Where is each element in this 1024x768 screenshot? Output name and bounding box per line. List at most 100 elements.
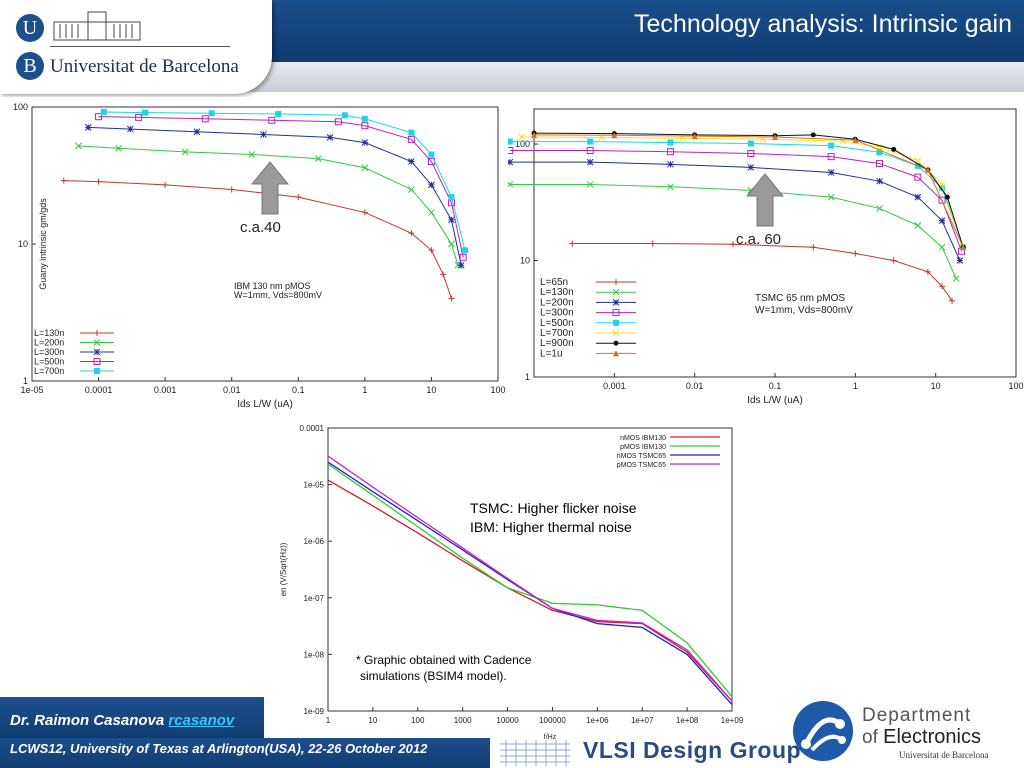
series-L=200n <box>75 142 462 269</box>
x-tick-label: 1e+08 <box>676 716 699 725</box>
data-point <box>361 122 369 130</box>
chart-tsmc-panel: 0.001 0.01 0.1 1 10 100 1 10 100 Ids L/W (uA) TSMC… <box>506 105 1024 420</box>
x-tick-label: 10 <box>931 381 941 391</box>
data-point <box>462 247 469 254</box>
data-point <box>938 217 946 225</box>
data-point <box>135 113 143 121</box>
data-point <box>876 205 883 212</box>
data-point <box>852 137 859 144</box>
data-point <box>428 247 435 254</box>
university-building-icon <box>53 11 141 41</box>
data-point <box>506 158 514 166</box>
x-tick-label: 1e+09 <box>721 716 744 725</box>
series-pMOS IBM130 <box>327 463 733 697</box>
legend-marker <box>94 330 100 336</box>
series-L=1u <box>531 131 967 251</box>
data-point <box>747 140 754 147</box>
legend-marker <box>93 358 101 365</box>
x-tick-label: 1 <box>362 385 367 395</box>
chart-noise: 1 10 100 1000 10000 100000 1e+06 1e+07 1e+08 1e+0… <box>279 424 744 741</box>
y-tick-label: 1 <box>525 372 530 382</box>
data-point <box>506 181 514 188</box>
data-point <box>95 113 103 121</box>
data-point <box>586 147 594 155</box>
data-point <box>939 283 946 290</box>
data-point <box>876 177 883 185</box>
data-point <box>810 132 816 138</box>
data-point <box>827 169 835 176</box>
chart-noise-panel: 1 10 100 1000 10000 100000 1e+06 1e+07 1e+08 1e+0… <box>274 420 744 741</box>
annotation-thermal: IBM: Higher thermal noise <box>470 519 632 535</box>
data-point <box>531 131 537 138</box>
data-point <box>649 240 656 247</box>
data-point <box>729 241 736 248</box>
legend-marker <box>613 319 619 326</box>
legend-label: L=1u <box>540 348 563 359</box>
y-axis-label: Guany intrinsic gm/gds <box>38 198 48 290</box>
department-line1: Department <box>862 705 972 726</box>
data-point <box>260 131 267 138</box>
chart-tsmc: 0.001 0.01 0.1 1 10 100 1 10 100 Ids L/W (uA) TSMC… <box>506 108 1024 406</box>
x-tick-label: 1e-05 <box>20 385 43 395</box>
data-point <box>162 181 169 188</box>
legend-label: L=130n <box>540 287 574 298</box>
data-point <box>611 132 618 139</box>
series-L=65n <box>569 240 956 304</box>
data-point <box>268 116 276 124</box>
slide-title: Technology analysis: Intrinsic gain <box>634 10 1012 38</box>
university-u-icon: U <box>16 14 44 42</box>
data-point <box>75 142 82 150</box>
data-point <box>924 166 931 173</box>
author-email-link[interactable]: rcasanov <box>168 712 235 729</box>
legend-marker <box>93 348 101 356</box>
y-tick-label: 10 <box>520 256 530 266</box>
chart-annotation: IBM 130 nm pMOS <box>234 281 311 291</box>
legend-marker <box>93 339 101 346</box>
data-point <box>914 222 922 229</box>
legend-label: L=700n <box>34 366 64 376</box>
data-point <box>891 146 897 152</box>
y-tick-label: 10 <box>18 239 28 249</box>
legend-label: L=500n <box>34 357 64 367</box>
x-tick-label: 1e+07 <box>631 716 654 725</box>
x-tick-label: 1 <box>326 716 331 725</box>
data-point <box>448 194 455 201</box>
legend-label: L=900n <box>540 338 574 349</box>
data-point <box>944 194 950 200</box>
chart-ibm-panel: 1e-05 0.0001 0.001 0.01 0.1 1 10 100 1 10 100 Ids L… <box>0 97 508 415</box>
data-point <box>428 151 435 158</box>
data-point <box>586 158 594 166</box>
data-point <box>100 108 107 115</box>
data-point <box>95 178 102 185</box>
arrow-up-ibm-icon <box>250 161 290 215</box>
university-divider <box>50 46 230 47</box>
data-point <box>408 186 415 193</box>
university-logo-box: U B Universitat de Barcelona <box>0 0 272 94</box>
data-point <box>506 138 513 145</box>
series-line <box>509 150 963 252</box>
legend-label: pMOS IBM130 <box>620 444 666 451</box>
x-tick-label: 0.1 <box>292 385 305 395</box>
data-point <box>747 164 755 171</box>
chart-annotation: TSMC 65 nm pMOS <box>755 293 845 304</box>
data-point <box>876 160 884 168</box>
x-tick-label: 0.01 <box>223 385 241 395</box>
data-point <box>361 115 368 122</box>
series-pMOS TSMC65 <box>327 455 733 702</box>
legend-marker <box>612 309 620 317</box>
data-point <box>667 160 674 168</box>
data-point <box>275 110 282 117</box>
data-point <box>827 153 835 161</box>
legend-marker <box>612 299 620 306</box>
data-point <box>361 209 368 216</box>
legend-marker <box>94 368 100 374</box>
chart-annotation: W=1mm, Vds=800mV <box>755 305 853 316</box>
series-L=500n <box>506 138 967 251</box>
x-tick-label: 100 <box>411 716 425 725</box>
data-point <box>938 243 946 251</box>
data-point <box>361 164 369 172</box>
y-tick-label: 100 <box>515 139 530 149</box>
chart-ibm: 1e-05 0.0001 0.001 0.01 0.1 1 10 100 1 10 100 Ids L… <box>13 102 506 410</box>
legend-label: L=700n <box>540 328 574 339</box>
x-tick-label: 100000 <box>539 716 566 725</box>
